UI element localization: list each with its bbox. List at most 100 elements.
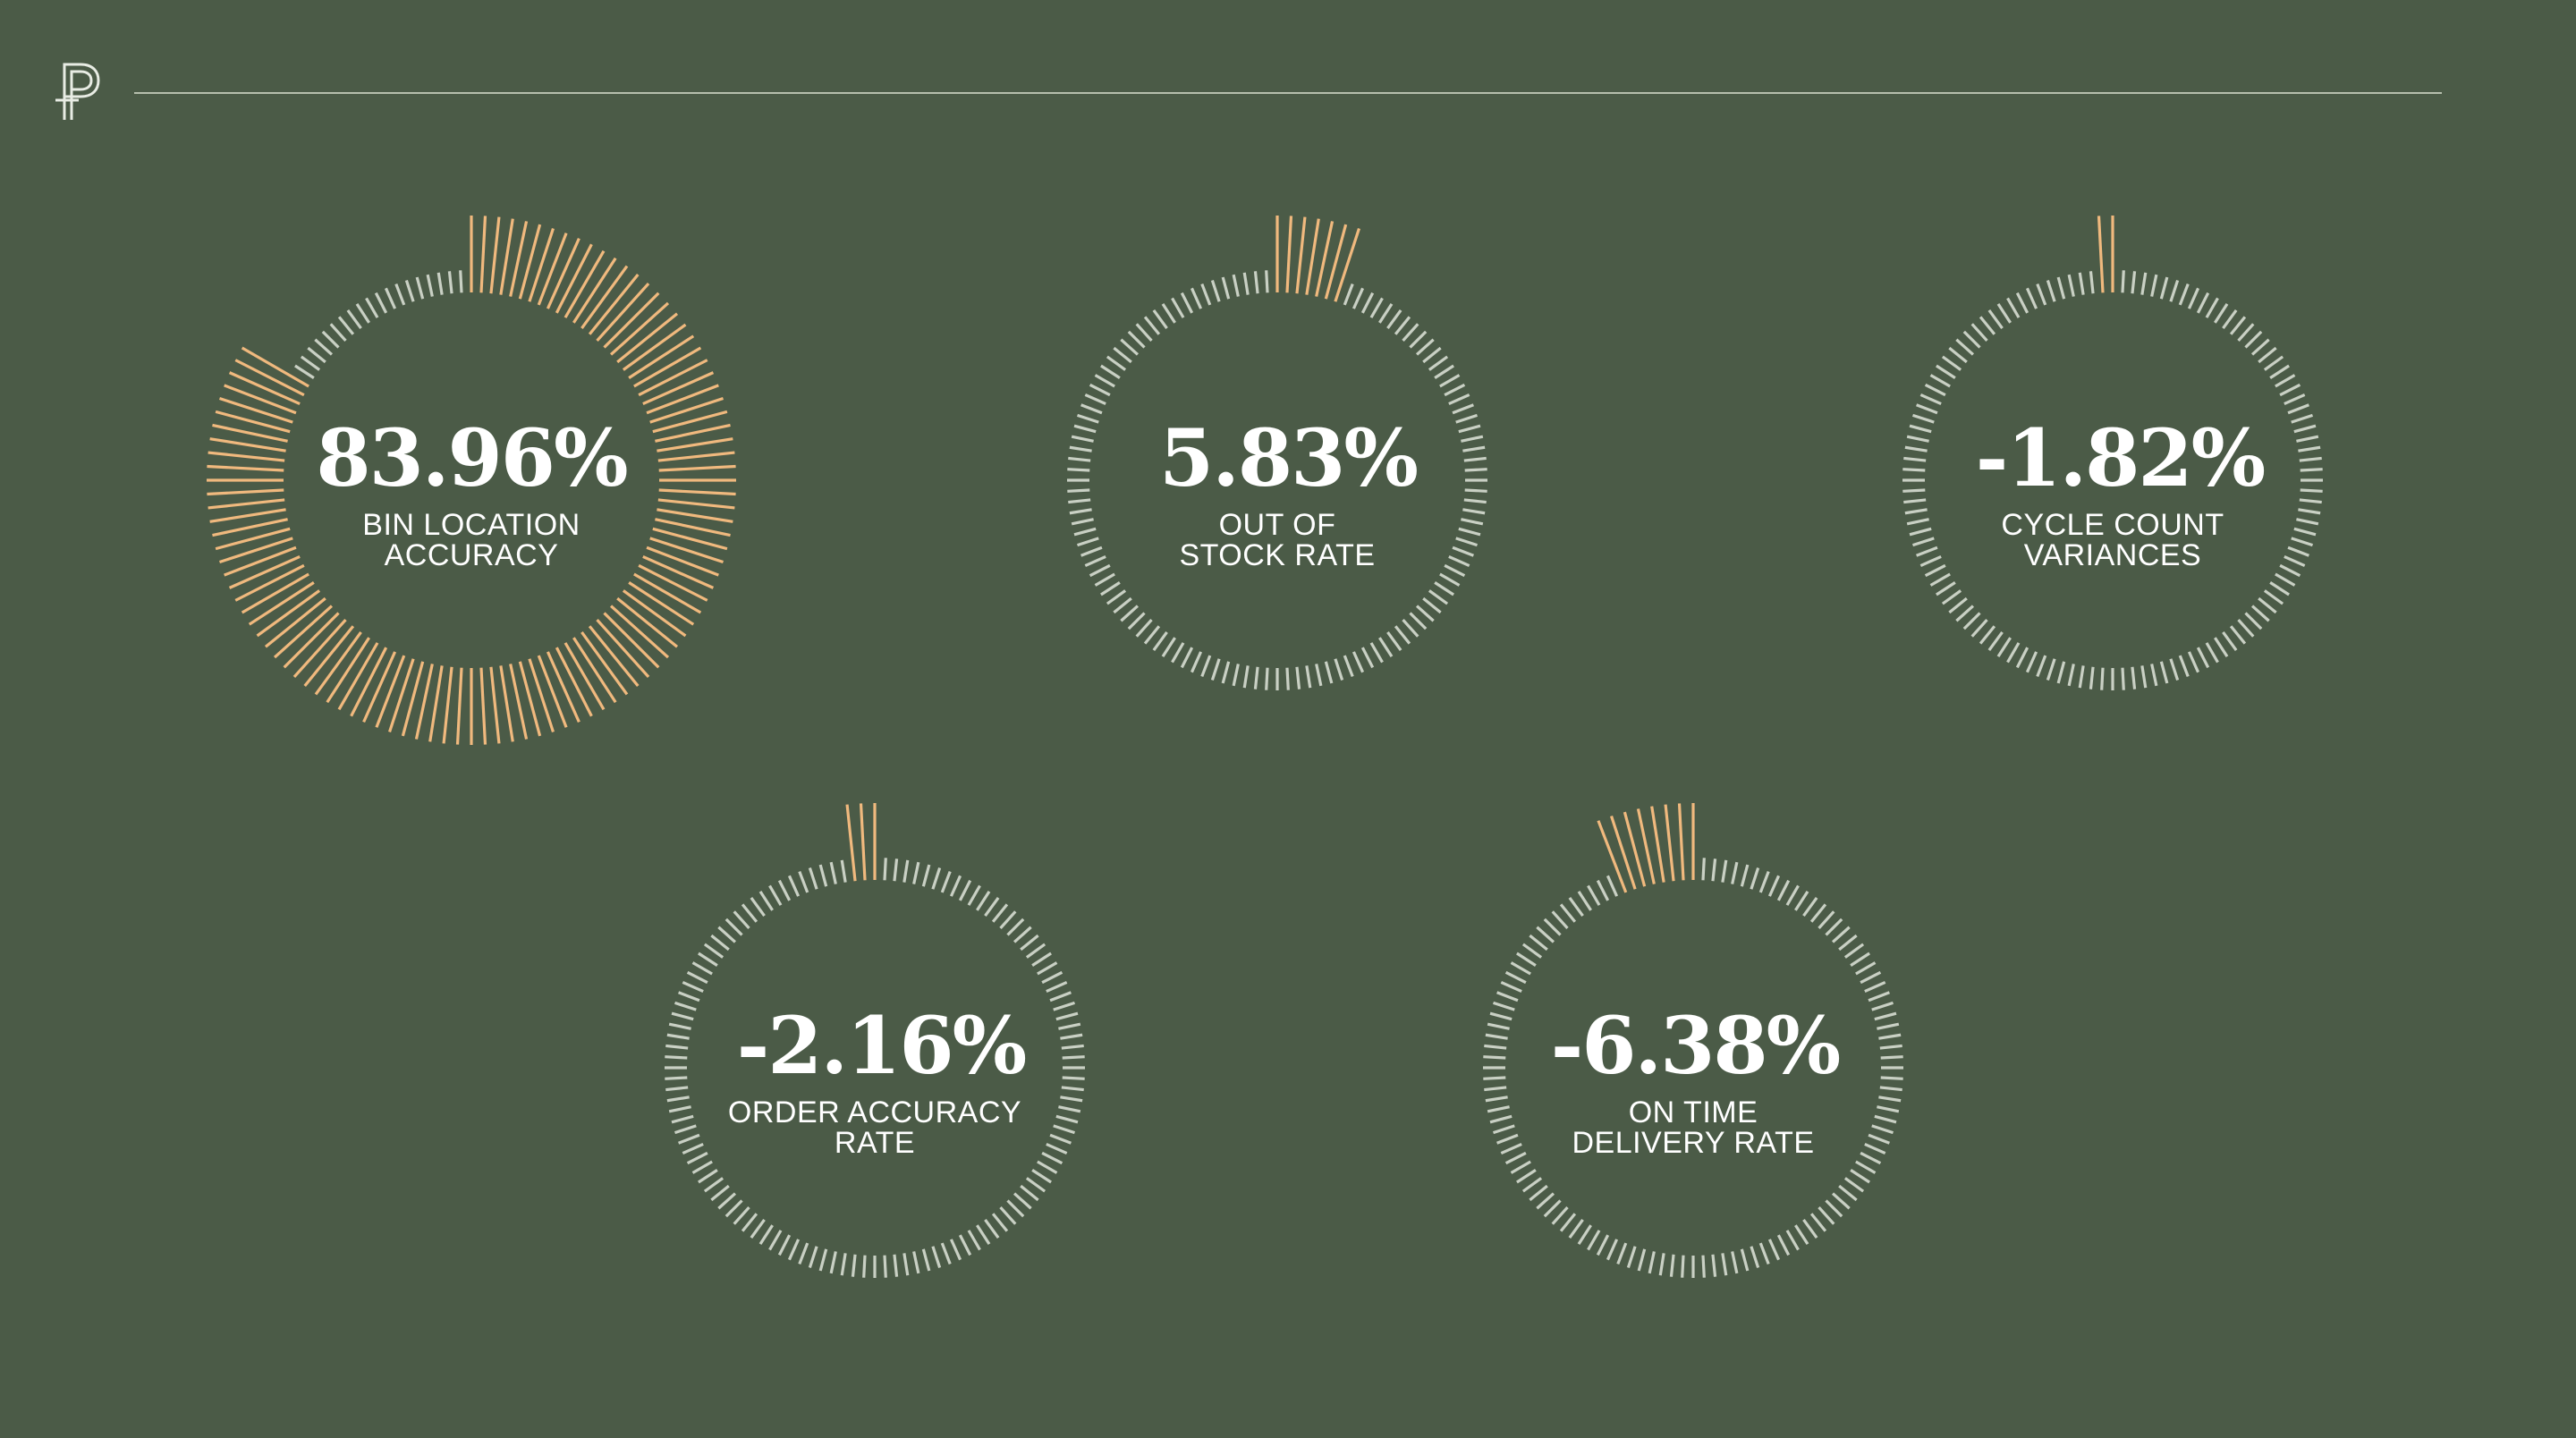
gauge-tick (1210, 280, 1221, 302)
gauge-tick (2159, 661, 2169, 684)
gauge-tick (840, 859, 847, 883)
gauge-tick-highlight (1324, 224, 1348, 300)
gauge-tick (1069, 508, 1092, 515)
gauge-tick (1904, 508, 1928, 515)
gauge-tick (1037, 1160, 1058, 1174)
gauge-tick (829, 861, 837, 884)
gauge-tick (984, 1218, 1000, 1239)
gauge-tick (1402, 323, 1419, 343)
gauge-tick (1200, 655, 1212, 677)
gauge-tick-highlight (859, 803, 867, 881)
gauge-tick (674, 1001, 697, 1011)
gauge-tick (2100, 667, 2105, 690)
gauge-tick-highlight (256, 589, 321, 638)
gauge-tick (1825, 1199, 1843, 1218)
gauge-tick (840, 1253, 847, 1276)
gauge-tick (1378, 303, 1394, 324)
gauge-tick (678, 1133, 700, 1145)
gauge-tick (1701, 858, 1706, 881)
gauge-tick (2298, 445, 2321, 453)
gauge-ticks (1067, 216, 1487, 690)
gauge-tick (1916, 403, 1938, 415)
gauge-tick (1521, 943, 1543, 959)
gauge-tick (862, 1255, 867, 1278)
gauge-tick (447, 271, 453, 294)
gauge-tick (940, 871, 952, 893)
gauge-tick-highlight (638, 563, 708, 602)
gauge-tick (415, 276, 425, 300)
gauge-label-line-2: VARIANCES (2024, 538, 2201, 572)
gauge-tick-highlight (622, 323, 687, 371)
gauge-tick-highlight (350, 647, 388, 717)
gauge-tick-highlight (642, 371, 715, 406)
gauge-tick-highlight (264, 596, 326, 648)
gauge-tick (851, 1254, 857, 1277)
gauge-tick (2159, 276, 2169, 300)
gauge-tick (1767, 875, 1781, 897)
gauge-tick (1127, 330, 1146, 349)
gauge-tick (691, 1160, 713, 1174)
gauge-tick (1955, 338, 1975, 356)
gauge-on-time-delivery-rate: -6.38% ON TIME DELIVERY RATE (1483, 803, 1903, 1278)
gauge-tick (2300, 488, 2323, 493)
gauge-tick-highlight (518, 224, 542, 300)
gauge-tick (2293, 424, 2317, 434)
gauge-tick (758, 1224, 774, 1245)
gauge-tick (1484, 1086, 1507, 1092)
gauge-tick-highlight (228, 371, 301, 406)
gauge-tick (1577, 891, 1592, 911)
gauge-tick (2025, 651, 2038, 673)
gauge-tick (1616, 1242, 1628, 1265)
gauge-tick-highlight (628, 581, 695, 626)
gauge-tick (2078, 272, 2085, 295)
gauge-tick (808, 1246, 818, 1268)
gauge-tick (1587, 1230, 1601, 1251)
gauge-tick (1877, 1022, 1900, 1030)
gauge-tick (1831, 926, 1851, 943)
gauge-tick-highlight (292, 618, 347, 679)
gauge-tick-highlight (1285, 216, 1293, 293)
gauge-tick (1648, 1251, 1656, 1274)
gauge-tick (682, 1142, 704, 1155)
gauge-tick-highlight (652, 527, 728, 551)
gauge-value: 5.83% (1159, 411, 1417, 504)
gauge-tick-highlight (603, 612, 660, 669)
gauge-tick (1422, 596, 1442, 614)
gauge-tick (1444, 383, 1466, 397)
gauge-tick-highlight (388, 658, 415, 733)
gauge-tick (1067, 488, 1090, 493)
gauge-tick (1874, 1114, 1897, 1124)
gauge-tick (1626, 1246, 1637, 1268)
gauge-tick (1455, 537, 1478, 547)
gauge-tick (1606, 875, 1619, 897)
gauge-tick (1483, 1055, 1506, 1060)
gauge-tick (808, 867, 818, 890)
gauge-tick (2006, 297, 2021, 318)
gauge-tick (2296, 435, 2319, 443)
gauge-label-line-1: CYCLE COUNT (2001, 508, 2224, 542)
gauge-tick-highlight (326, 637, 370, 704)
gauge-tick (1046, 1142, 1068, 1155)
gauge-tick-highlight (1623, 811, 1647, 887)
gauge-tick (1352, 287, 1365, 309)
gauge-tick (1458, 527, 1481, 537)
gauge-tick (1785, 1230, 1800, 1251)
gauge-tick (883, 858, 887, 881)
gauge-tick (1843, 943, 1865, 959)
gauge-tick (1025, 1177, 1046, 1193)
gauge-tick (300, 355, 321, 371)
gauge-tick-highlight (580, 630, 629, 696)
gauge-tick (1996, 637, 2012, 657)
gauge-tick (1658, 1253, 1665, 1276)
gauge-tick (798, 871, 809, 893)
gauge-tick (1463, 498, 1487, 504)
gauge-tick (1334, 658, 1344, 681)
gauge-tick (1448, 554, 1470, 568)
gauge-tick (1053, 1124, 1075, 1135)
gauge-tick (829, 1251, 837, 1274)
gauge-tick (883, 1255, 887, 1278)
gauge-tick (1818, 1205, 1835, 1225)
gauge-tick (999, 910, 1017, 930)
gauge-tick-highlight (248, 581, 315, 626)
